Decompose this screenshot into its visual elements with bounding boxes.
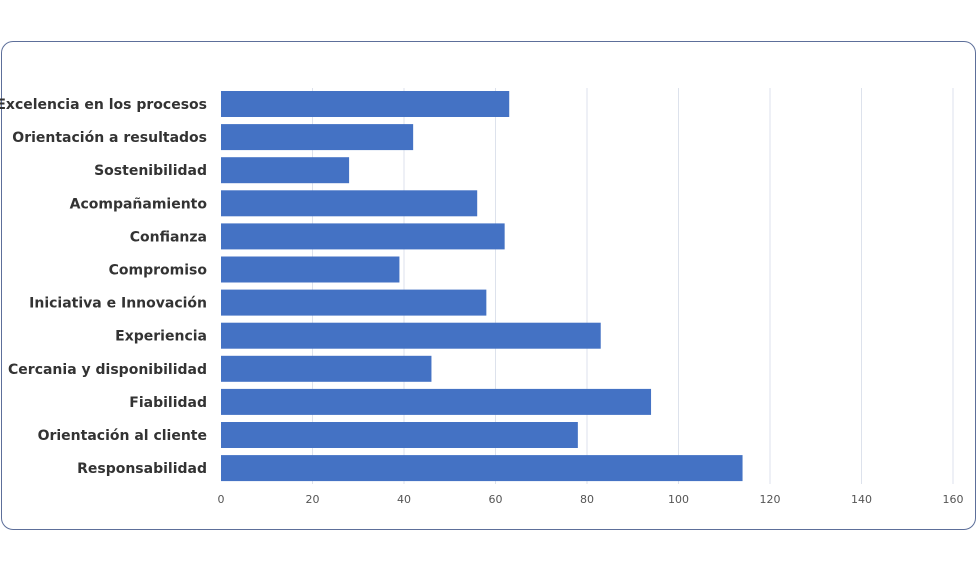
x-tick-label: 0 (218, 493, 225, 506)
x-tick-label: 120 (760, 493, 781, 506)
category-label: Orientación a resultados (12, 130, 207, 146)
category-label: Sostenibilidad (94, 163, 207, 179)
category-label: Orientación al cliente (38, 428, 207, 444)
bar (221, 256, 400, 283)
x-tick-label: 80 (580, 493, 594, 506)
x-tick-label: 100 (668, 493, 689, 506)
x-tick-label: 40 (397, 493, 411, 506)
category-labels: Excelencia en los procesos Orientación a … (0, 97, 207, 477)
category-label: Excelencia en los procesos (0, 97, 207, 113)
category-label: Confianza (130, 229, 207, 245)
category-label: Responsabilidad (77, 461, 207, 477)
grid-lines (312, 88, 954, 484)
category-label: Iniciativa e Innovación (29, 296, 207, 312)
bar (221, 355, 432, 382)
x-axis-ticks: 0 20 40 60 80 100 120 140 160 (218, 493, 964, 506)
x-tick-label: 140 (851, 493, 872, 506)
x-tick-label: 60 (489, 493, 503, 506)
bar (221, 422, 578, 448)
category-label: Experiencia (115, 329, 207, 345)
chart-card (1, 41, 976, 530)
bar (221, 223, 505, 250)
bar (221, 289, 487, 316)
category-label: Cercania y disponibilidad (8, 362, 207, 378)
category-label: Acompañamiento (70, 196, 208, 212)
x-tick-label: 160 (943, 493, 964, 506)
bar (221, 91, 510, 117)
category-label: Compromiso (109, 263, 208, 279)
bar (221, 455, 743, 482)
x-tick-label: 20 (306, 493, 320, 506)
bar (221, 124, 414, 151)
bar (221, 322, 601, 349)
bar (221, 190, 478, 217)
bar (221, 388, 652, 415)
bars (221, 91, 743, 482)
bar (221, 157, 350, 184)
category-label: Fiabilidad (129, 395, 207, 411)
